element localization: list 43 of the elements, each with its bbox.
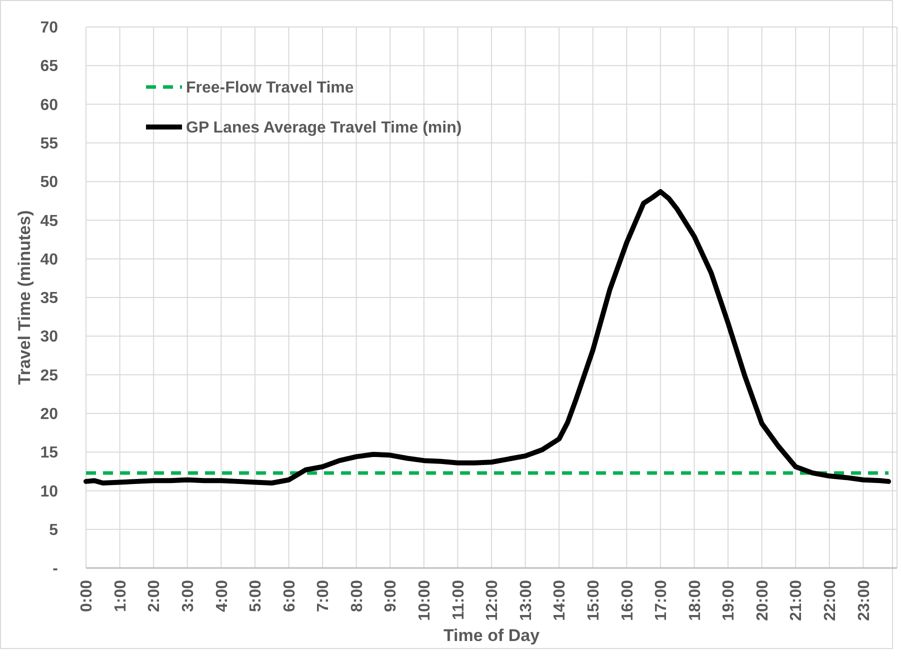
x-tick-label: 12:00 bbox=[484, 580, 502, 621]
x-tick-label: 7:00 bbox=[315, 580, 332, 612]
x-tick-label: 19:00 bbox=[720, 580, 738, 621]
y-tick-label: - bbox=[52, 560, 58, 578]
x-tick-label: 6:00 bbox=[281, 580, 298, 612]
x-tick-label: 13:00 bbox=[518, 580, 535, 621]
y-tick-label: 50 bbox=[40, 174, 58, 192]
x-tick-label: 14:00 bbox=[552, 580, 569, 621]
x-tick-label: 1:00 bbox=[112, 580, 130, 612]
x-tick-label: 18:00 bbox=[686, 580, 704, 621]
y-tick-label: 10 bbox=[40, 483, 58, 500]
y-tick-label: 25 bbox=[40, 367, 58, 384]
y-tick-label: 60 bbox=[40, 96, 58, 114]
x-tick-label: 11:00 bbox=[450, 580, 468, 620]
y-tick-label: 70 bbox=[40, 20, 58, 37]
x-tick-label: 15:00 bbox=[585, 580, 602, 621]
y-tick-label: 15 bbox=[40, 444, 58, 462]
x-tick-label: 22:00 bbox=[822, 580, 840, 621]
x-tick-label: 5:00 bbox=[248, 580, 265, 612]
y-tick-label: 45 bbox=[40, 212, 58, 230]
y-tick-label: 35 bbox=[40, 290, 58, 308]
legend-label: Free-Flow Travel Time bbox=[186, 80, 354, 97]
legend-label: GP Lanes Average Travel Time (min) bbox=[186, 120, 462, 137]
y-tick-label: 65 bbox=[40, 58, 58, 76]
x-tick-label: 10:00 bbox=[416, 580, 434, 621]
y-tick-label: 40 bbox=[40, 251, 58, 268]
y-tick-label: 5 bbox=[49, 522, 58, 539]
y-tick-label: 20 bbox=[40, 406, 58, 424]
x-tick-label: 17:00 bbox=[653, 580, 670, 621]
x-tick-label: 23:00 bbox=[856, 580, 873, 621]
y-axis-title: Travel Time (minutes) bbox=[14, 210, 34, 385]
y-tick-label: 30 bbox=[40, 328, 58, 346]
x-tick-label: 16:00 bbox=[619, 580, 636, 621]
x-tick-label: 2:00 bbox=[146, 580, 164, 612]
x-tick-label: 0:00 bbox=[78, 580, 96, 612]
x-tick-label: 20:00 bbox=[754, 580, 772, 621]
x-tick-label: 4:00 bbox=[214, 580, 231, 612]
x-tick-label: 3:00 bbox=[180, 580, 197, 612]
x-tick-label: 8:00 bbox=[348, 580, 366, 612]
x-tick-label: 9:00 bbox=[382, 580, 400, 612]
x-axis-title: Time of Day bbox=[443, 626, 540, 645]
x-tick-label: 21:00 bbox=[788, 580, 806, 621]
y-tick-label: 55 bbox=[40, 136, 58, 153]
